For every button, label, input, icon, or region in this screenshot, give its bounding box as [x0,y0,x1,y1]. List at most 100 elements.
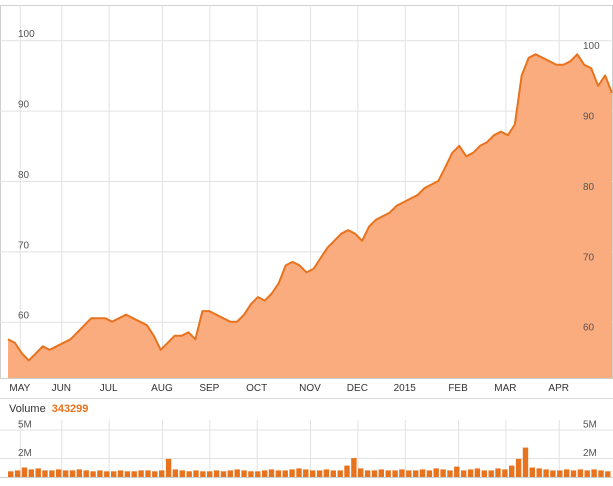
volume-bar [186,471,192,477]
volume-bar [200,471,206,477]
volume-header: Volume 343299 [9,403,88,415]
volume-bar [104,471,110,477]
volume-bar [76,469,82,477]
volume-bar [474,468,481,477]
volume-bar [56,469,62,477]
price-line [7,53,613,362]
volume-bar [598,470,604,477]
volume-bar [550,470,556,477]
price-area [7,53,613,379]
volume-bar [111,471,117,477]
volume-bar [433,468,439,477]
volume-y-tick-label-left: 5M [18,420,32,431]
price-x-tick-label: OCT [246,383,267,394]
volume-bar [165,458,172,477]
volume-bar [378,469,384,477]
volume-bar [241,470,247,477]
volume-bar [351,458,357,477]
volume-bar [323,469,330,477]
volume-bar [131,471,137,477]
volume-bar [138,470,144,477]
volume-bars [8,447,611,477]
price-y-tick-label-left: 70 [18,240,30,251]
volume-grid [0,420,613,478]
volume-bar [543,469,549,477]
volume-label: Volume [9,403,46,415]
volume-bar [577,469,584,477]
volume-bar [447,470,453,477]
volume-bar [145,470,151,477]
volume-bar [28,469,34,477]
price-y-tick-label-right: 80 [583,182,595,193]
volume-bar [227,470,233,477]
volume-bar [364,470,371,477]
volume-bar [605,471,611,477]
volume-bar [8,471,14,477]
volume-bar [289,469,295,477]
volume-bar [234,469,240,477]
volume-bar [49,470,55,477]
volume-bar [275,470,282,477]
price-x-tick-label: AUG [151,383,173,394]
price-x-tick-label: FEB [448,383,468,394]
volume-bar [495,468,501,477]
volume-bar [502,469,508,477]
volume-bar [584,470,590,477]
volume-bar [515,458,522,477]
price-x-tick-label: 2015 [394,383,417,394]
volume-bar [21,467,28,477]
volume-bar [97,470,103,477]
volume-bar [337,470,343,477]
price-y-tick-label-right: 100 [583,41,600,52]
volume-bar [316,470,323,477]
volume-bar [282,470,288,477]
price-y-tick-label-right: 60 [583,323,595,334]
price-x-tick-label: JUN [52,383,71,394]
volume-bar [268,469,275,477]
volume-bar [90,471,96,477]
volume-bar [207,471,213,477]
price-y-tick-label-left: 80 [18,170,30,181]
price-x-tick-label: SEP [199,383,219,394]
volume-y-tick-label-right: 2M [583,448,597,459]
volume-bar [426,470,433,477]
volume-bar [454,466,460,477]
price-area-fill [8,54,612,379]
volume-bar [557,470,563,477]
price-x-tick-label: MAY [9,383,30,394]
price-x-tick-label: JUL [100,383,118,394]
volume-bar [413,470,419,477]
volume-bar [193,470,199,477]
volume-bar [358,468,364,477]
volume-bar [529,467,535,477]
volume-bar [461,470,467,477]
price-x-tick-label: APR [548,383,569,394]
volume-bar [35,468,41,477]
price-y-tick-label-right: 70 [583,252,595,263]
volume-bar [262,470,268,477]
volume-bar [248,471,254,477]
volume-bar [488,470,494,477]
price-y-axis: 60 60 70 70 80 80 90 90 100 100 [18,29,600,334]
volume-bar [159,470,165,477]
price-y-tick-label-left: 100 [18,29,35,40]
volume-bar [536,468,542,477]
volume-bar [399,469,405,477]
volume-bar [570,470,577,477]
volume-bar [344,465,350,477]
volume-bar [14,470,21,477]
volume-bar [69,470,76,477]
volume-bar [117,470,124,477]
volume-bar [179,470,185,477]
volume-bar [303,469,309,477]
volume-bar [62,470,69,477]
volume-bar [440,469,446,477]
volume-bar [467,469,474,477]
volume-bar [124,471,131,477]
volume-bar [406,470,412,477]
price-x-tick-label: DEC [347,383,368,394]
volume-bar [220,471,227,477]
volume-bar [255,471,261,477]
